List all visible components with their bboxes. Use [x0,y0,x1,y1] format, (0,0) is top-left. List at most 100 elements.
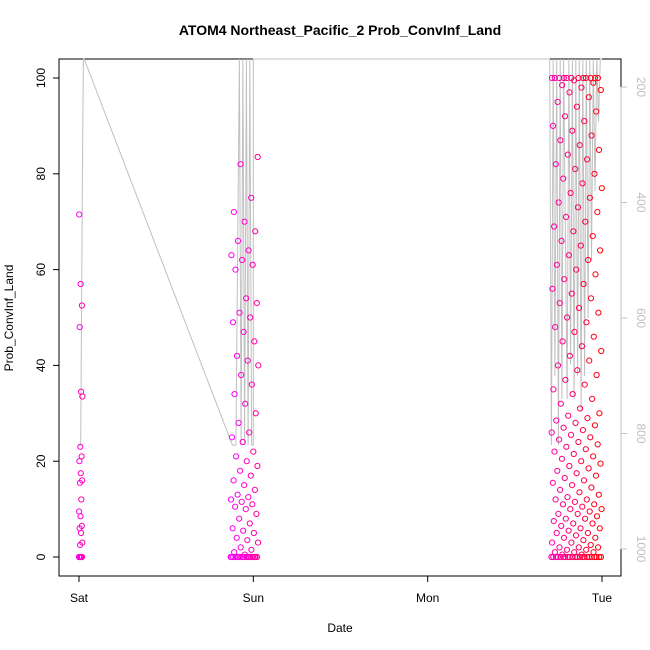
data-point [574,510,581,518]
data-point [567,431,575,438]
data-point [589,520,596,527]
data-point [584,415,591,422]
data-point [230,209,237,216]
data-point [565,527,572,534]
data-point [585,256,592,264]
data-point [561,276,568,283]
y-tick-label: 100 [34,68,48,88]
data-point [592,472,600,479]
data-point [558,522,565,530]
data-point [243,458,250,465]
data-point [76,553,83,561]
data-point [228,252,235,259]
data-point [254,539,262,546]
data-point [249,553,256,561]
data-point [586,194,594,201]
data-point [227,496,235,503]
data-point [588,484,595,491]
data-point [592,534,599,541]
data-point [235,419,242,426]
data-point [559,551,566,558]
data-point [580,537,587,544]
data-point [595,309,602,316]
data-point [563,74,570,82]
data-point [228,553,235,561]
data-point [593,553,600,561]
data-point [572,532,580,539]
data-point [579,503,586,510]
data-point [571,498,579,505]
data-point [583,319,590,326]
data-point [598,185,605,192]
data-point [589,233,596,240]
data-point [245,494,252,501]
data-point [252,410,259,417]
data-point [578,84,585,91]
data-point [592,74,599,82]
chart-title: ATOM4 Northeast_Pacific_2 Prob_ConvInf_L… [179,22,501,38]
data-point [580,280,587,288]
data-point [76,324,83,331]
data-point [591,501,598,508]
data-point [595,491,602,498]
data-point [571,549,578,556]
data-point [554,553,561,561]
data-point [551,549,559,556]
data-point [573,266,580,273]
data-point [573,470,580,477]
data-point [587,74,594,82]
y-tick-label: 0 [34,553,48,560]
data-point [569,482,576,489]
series-line [79,58,602,446]
data-point [250,448,257,455]
data-point [228,434,236,441]
data-point [249,501,256,508]
data-point [559,82,566,89]
data-point [593,371,600,379]
y-tick-label: 40 [34,358,48,372]
data-point [550,518,557,525]
data-point [575,304,583,311]
data-point [242,506,249,513]
series-points [75,74,605,561]
data-point [581,381,588,388]
data-point [570,520,577,527]
data-point [76,211,83,218]
data-point [229,525,236,532]
data-point [558,455,566,462]
data-point [574,204,582,211]
data-point [583,496,590,503]
data-point [597,247,604,254]
data-point [568,290,575,297]
y2-tick-label: 1000 [634,536,648,563]
data-point [598,506,605,513]
data-point [585,465,592,472]
data-point [563,443,570,450]
data-point [571,328,578,335]
data-point [582,515,589,522]
data-point [580,477,588,484]
data-point [77,470,84,477]
data-point [591,170,598,177]
data-point [582,446,589,453]
data-point [570,450,577,458]
data-point [596,553,603,561]
data-point [568,74,575,82]
data-point [78,302,86,309]
data-point [233,534,240,541]
data-point [548,429,555,436]
data-point [593,108,600,115]
data-point [566,352,574,359]
data-point [560,424,567,431]
y2-tick-label: 600 [634,308,648,328]
data-point [597,553,605,561]
data-point [587,541,594,549]
data-point [554,467,561,474]
data-point [577,405,584,412]
data-point [79,477,86,484]
data-point [248,194,255,201]
data-point [560,175,567,182]
data-point [563,546,571,553]
data-point [561,113,569,120]
data-point [237,544,244,551]
